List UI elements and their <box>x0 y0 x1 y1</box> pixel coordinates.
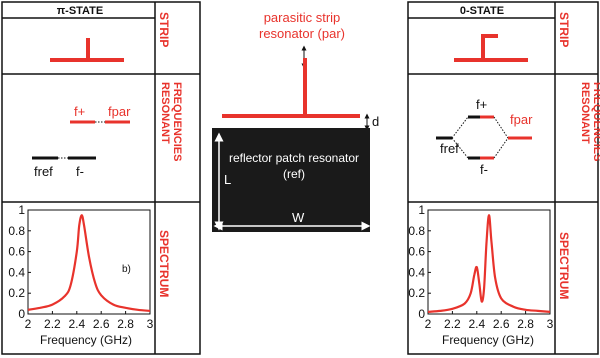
right-spectrum-line <box>427 214 551 313</box>
right-side-label-resonant: RESONANT FREQUENCIES <box>579 82 600 161</box>
reflector-patch <box>212 128 370 232</box>
left-xtick-label: 2 <box>25 317 32 331</box>
left-plot-frame <box>27 209 151 315</box>
left-ytick-label: 0 <box>18 307 25 321</box>
right-ytick-label: 1 <box>418 203 425 217</box>
right-panel-title: 0-STATE <box>460 5 504 17</box>
left-spectrum-line <box>27 214 151 312</box>
patch-label-line1: reflector patch resonator <box>229 151 359 165</box>
right-freq-levels <box>436 115 532 160</box>
right-ytick-label: 0.4 <box>408 265 425 279</box>
left-side-label-resonant: RESONANT FREQUENCIES <box>159 82 183 161</box>
right-panel-border <box>407 1 599 355</box>
right-fref-label: fref <box>440 141 459 156</box>
right-plot-frame <box>427 209 551 315</box>
right-ytick-label: 0.2 <box>408 286 425 300</box>
right-side-label-strip: STRIP <box>557 12 571 47</box>
left-ytick-label: 0.4 <box>8 265 25 279</box>
right-fminus-label: f- <box>480 162 488 177</box>
right-panel: 0-STATE f+ fpar fref f- STRIP RESONANT <box>407 1 600 355</box>
left-fpar-label: fpar <box>108 104 131 119</box>
center-parasitic-strip <box>222 58 360 118</box>
right-ytick-label: 0.6 <box>408 245 425 259</box>
left-side-label-resonant-line1: RESONANT <box>159 82 171 144</box>
L-label: L <box>224 172 231 187</box>
right-xtick-label: 2.2 <box>444 317 461 331</box>
patch-label-line2: (ref) <box>283 167 305 181</box>
right-spectrum-plot: 0 0.2 0.4 0.6 0.8 1 2 2.2 2.4 2.6 2.8 3 <box>408 203 553 331</box>
left-xtick-label: 3 <box>147 317 154 331</box>
left-side-label-resonant-line2: FREQUENCIES <box>171 82 183 161</box>
left-side-label-spectrum: SPECTRUM <box>157 230 171 297</box>
center-schematic: parasitic strip resonator (par) d reflec… <box>212 10 379 232</box>
left-freq-levels <box>32 120 130 160</box>
left-side-label-strip: STRIP <box>157 12 171 47</box>
left-xtick-label: 2.8 <box>117 317 134 331</box>
parasitic-label-line2: resonator (par) <box>259 26 345 41</box>
left-plot-tag: b) <box>122 264 131 275</box>
d-label: d <box>372 114 379 129</box>
left-fminus-label: f- <box>76 164 84 179</box>
right-xtick-label: 2 <box>425 317 432 331</box>
left-panel-title: π-STATE <box>57 5 104 17</box>
left-xtick-label: 2.2 <box>44 317 61 331</box>
left-xtick-label: 2.6 <box>93 317 110 331</box>
right-xtick-label: 2.8 <box>517 317 534 331</box>
left-xtick-label: 2.4 <box>68 317 85 331</box>
parasitic-label-line1: parasitic strip <box>264 10 341 25</box>
left-panel: π-STATE f+ fpar fref f- STRIP RESONANT F… <box>1 1 201 355</box>
right-side-label-spectrum: SPECTRUM <box>557 232 571 299</box>
right-xtick-label: 2.6 <box>493 317 510 331</box>
left-ytick-label: 0.6 <box>8 245 25 259</box>
left-ytick-label: 0.2 <box>8 286 25 300</box>
right-ytick-label: 0 <box>418 307 425 321</box>
right-fplus-label: f+ <box>476 97 487 112</box>
left-spectrum-plot: 0 0.2 0.4 0.6 0.8 1 2 2.2 2.4 2.6 2.8 3 <box>8 203 153 331</box>
right-strip-icon <box>454 34 528 62</box>
right-fpar-label: fpar <box>510 112 533 127</box>
left-panel-border <box>1 1 201 355</box>
left-fref-label: fref <box>34 164 53 179</box>
right-side-label-resonant-line1: RESONANT <box>579 82 591 144</box>
left-fplus-label: f+ <box>74 104 85 119</box>
right-xtick-label: 2.4 <box>468 317 485 331</box>
left-strip-icon <box>50 38 124 62</box>
right-side-label-resonant-line2: FREQUENCIES <box>591 82 600 161</box>
right-xtick-label: 3 <box>547 317 554 331</box>
right-ytick-label: 0.8 <box>408 224 425 238</box>
left-ytick-label: 1 <box>18 203 25 217</box>
W-label: W <box>292 210 305 225</box>
right-xlabel: Frequency (GHz) <box>442 333 534 347</box>
left-xlabel: Frequency (GHz) <box>40 333 132 347</box>
left-ytick-label: 0.8 <box>8 224 25 238</box>
